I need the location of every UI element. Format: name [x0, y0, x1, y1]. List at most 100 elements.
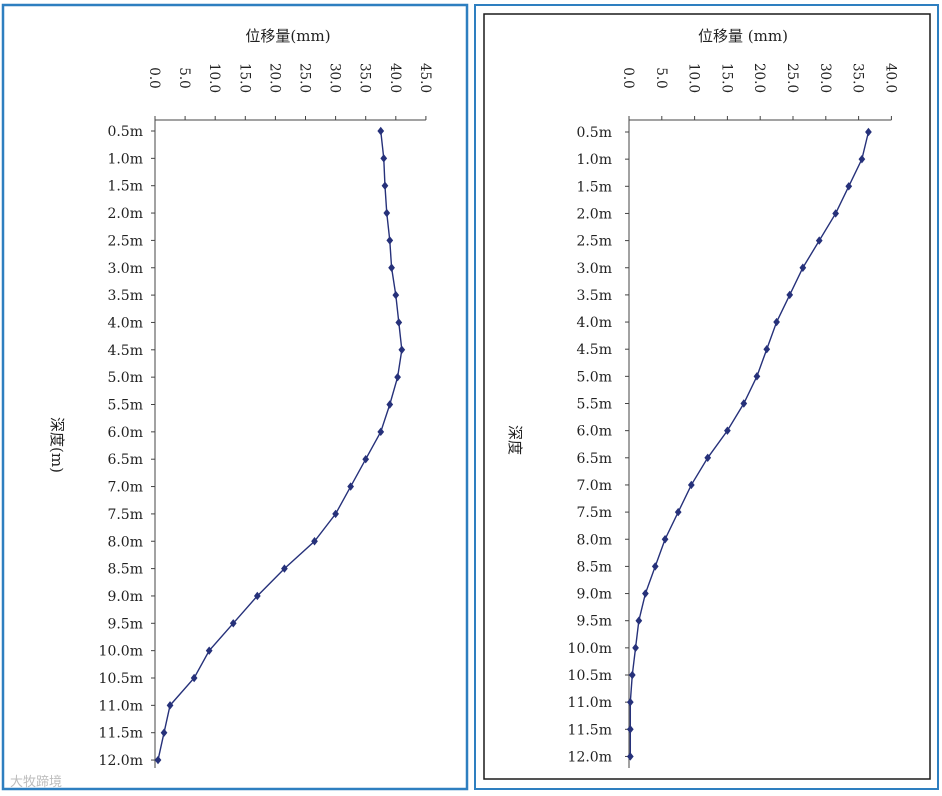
data-point-marker	[626, 725, 634, 734]
depth-tick-label: 7.5m	[107, 507, 143, 523]
depth-tick-label: 8.5m	[576, 559, 612, 575]
x-tick-label: 35.0	[357, 63, 373, 93]
data-point-marker	[845, 182, 853, 191]
x-tick-label: 40.0	[387, 63, 403, 93]
depth-tick-label: 12.0m	[99, 753, 143, 769]
depth-tick-label: 9.5m	[576, 614, 612, 630]
depth-tick-label: 1.5m	[576, 179, 612, 195]
right-chart: 位移量 (mm) 深度 0.0 5.0 10.0 15.0 20.0 25.0 30.0 35…	[506, 27, 898, 768]
data-point-marker	[642, 589, 649, 598]
right-panel-inner-frame	[483, 13, 931, 780]
x-tick-label: 5.0	[653, 67, 669, 88]
data-point-marker	[687, 480, 695, 490]
x-tick-label: 40.0	[882, 63, 898, 93]
x-tick-label: 30.0	[817, 63, 833, 93]
data-point-marker	[858, 154, 866, 164]
series-line	[629, 131, 870, 757]
right-chart-title: 位移量 (mm)	[698, 27, 788, 45]
x-tick-label: 10.0	[206, 63, 222, 93]
data-point-marker	[661, 535, 669, 544]
x-tick-label: 20.0	[751, 63, 767, 93]
data-point-marker	[724, 426, 731, 435]
x-tick-label: 0.0	[620, 67, 636, 88]
depth-tick-label: 11.5m	[568, 722, 612, 738]
depth-tick-label: 11.5m	[99, 726, 143, 742]
x-tick-label: 25.0	[297, 63, 313, 93]
data-point-marker	[763, 345, 771, 354]
data-point-marker	[632, 643, 639, 653]
data-point-marker	[154, 755, 162, 765]
data-point-marker	[377, 126, 385, 136]
x-tick-label: 20.0	[266, 63, 282, 93]
depth-tick-label: 6.5m	[107, 452, 143, 468]
x-tick-label: 30.0	[327, 63, 343, 93]
data-point-marker	[205, 646, 213, 655]
x-tick-label: 15.0	[718, 63, 734, 93]
depth-tick-label: 1.5m	[107, 179, 143, 195]
depth-tick-label: 12.0m	[568, 749, 612, 765]
depth-tick-label: 0.5m	[576, 125, 612, 141]
depth-tick-label: 5.0m	[107, 370, 143, 386]
series-line	[157, 130, 403, 761]
x-tick-label: 15.0	[236, 63, 252, 93]
left-chart: 位移量(mm) 深度(m) 0.0 5.0 10.0 15.0 20.0 25.0 30.0…	[48, 27, 433, 769]
depth-tick-label: 3.0m	[576, 261, 612, 277]
depth-tick-label: 6.0m	[107, 425, 143, 441]
data-point-marker	[160, 728, 168, 737]
data-point-marker	[753, 372, 761, 381]
depth-tick-label: 10.0m	[99, 644, 143, 660]
data-point-marker	[395, 318, 403, 327]
x-tick-label: 5.0	[176, 67, 192, 88]
depth-tick-label: 7.0m	[576, 478, 612, 494]
data-point-marker	[347, 482, 355, 491]
depth-tick-label: 6.0m	[576, 424, 612, 440]
data-point-marker	[392, 290, 400, 300]
depth-tick-label: 4.0m	[107, 315, 143, 331]
depth-tick-label: 1.0m	[576, 152, 612, 168]
data-point-marker	[253, 591, 261, 601]
data-point-marker	[386, 236, 394, 245]
x-tick-label: 10.0	[686, 63, 702, 93]
data-point-marker	[398, 345, 406, 354]
depth-tick-label: 9.5m	[107, 616, 143, 632]
x-tick-label: 45.0	[417, 63, 433, 93]
data-point-marker	[626, 752, 634, 761]
depth-tick-label: 4.0m	[576, 315, 612, 331]
depth-tick-label: 11.0m	[99, 698, 143, 714]
data-point-marker	[799, 263, 807, 272]
depth-tick-label: 9.0m	[576, 587, 612, 603]
data-point-marker	[362, 455, 370, 464]
data-point-marker	[383, 208, 391, 218]
data-point-marker	[281, 564, 288, 573]
depth-tick-label: 1.0m	[107, 151, 143, 167]
x-tick-label: 0.0	[146, 67, 162, 88]
data-point-marker	[832, 209, 839, 218]
right-panel-outer-frame	[474, 4, 939, 790]
data-point-marker	[332, 509, 339, 519]
data-point-marker	[229, 619, 237, 628]
data-point-marker	[628, 670, 636, 680]
depth-tick-label: 2.5m	[576, 234, 612, 250]
depth-tick-label: 5.5m	[576, 397, 612, 413]
depth-tick-label: 4.5m	[576, 342, 612, 358]
left-chart-title: 位移量(mm)	[245, 27, 330, 45]
depth-tick-label: 2.5m	[107, 233, 143, 249]
depth-tick-label: 7.0m	[107, 480, 143, 496]
depth-tick-label: 10.5m	[99, 671, 143, 687]
left-panel-frame	[1, 3, 469, 791]
data-point-marker	[166, 701, 174, 710]
data-point-marker	[311, 537, 318, 546]
depth-tick-label: 2.0m	[576, 206, 612, 222]
data-point-marker	[626, 697, 634, 707]
depth-tick-label: 7.5m	[576, 505, 612, 521]
x-tick-label: 35.0	[850, 63, 866, 93]
depth-tick-label: 10.5m	[568, 668, 612, 684]
data-point-marker	[773, 317, 780, 327]
data-point-marker	[190, 673, 198, 683]
depth-tick-label: 8.5m	[107, 562, 143, 578]
depth-tick-label: 10.0m	[568, 641, 612, 657]
data-point-marker	[388, 263, 395, 272]
data-point-marker	[865, 127, 872, 137]
data-point-marker	[786, 290, 794, 300]
